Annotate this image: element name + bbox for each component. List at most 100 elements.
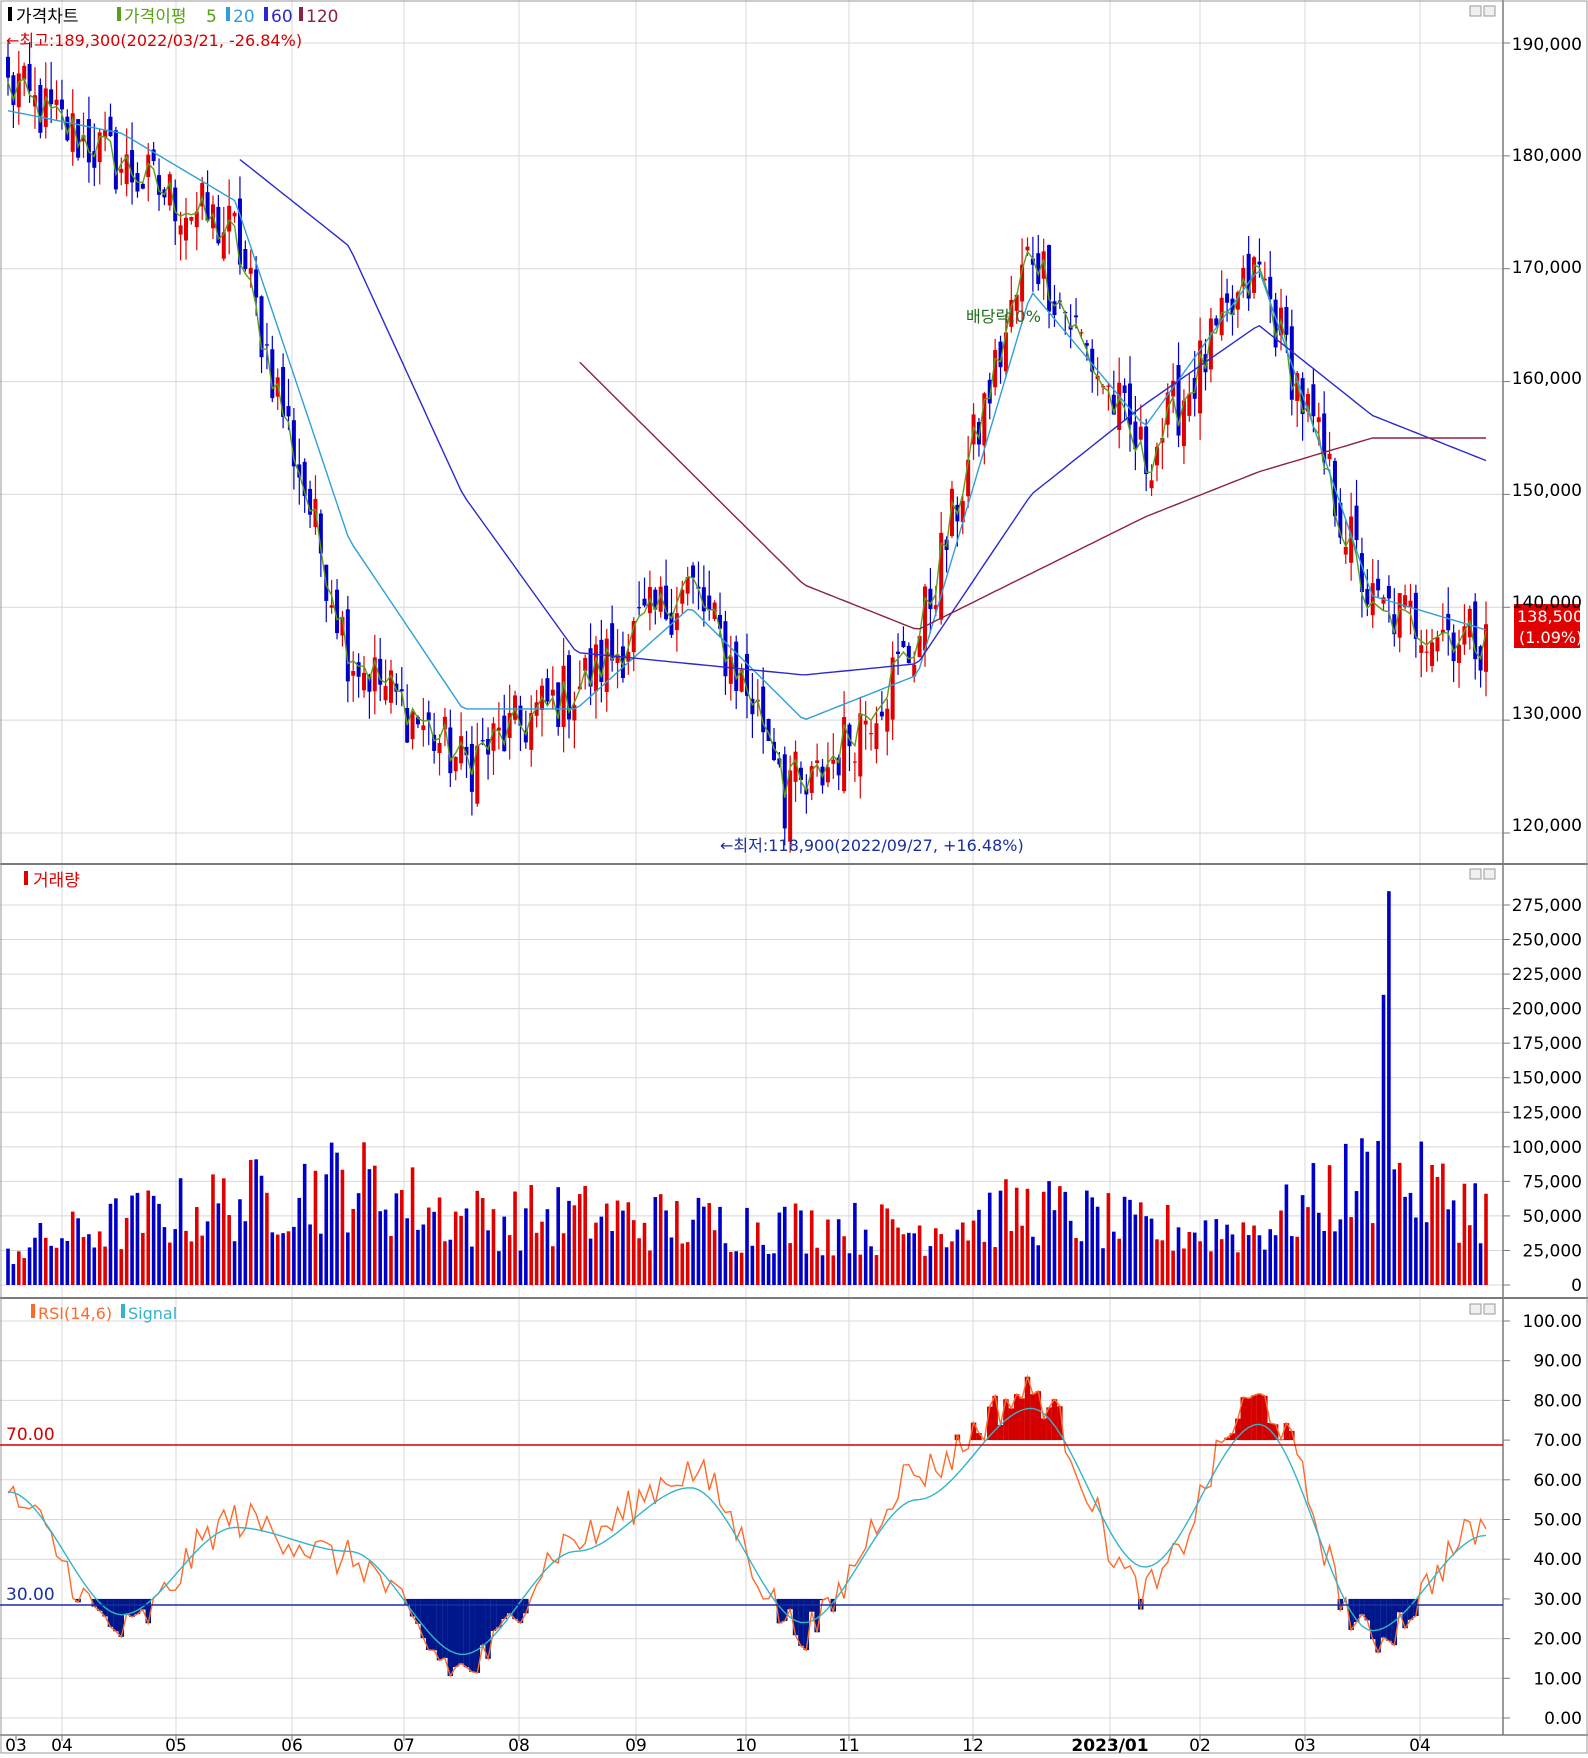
candle-body (351, 671, 356, 676)
volume-bar (292, 1226, 296, 1285)
volume-bar (1014, 1187, 1019, 1285)
price-panel-minimize-button[interactable] (1469, 5, 1482, 17)
candle-body (674, 613, 679, 631)
volume-y-tick-label: 250,000 (1512, 931, 1582, 951)
rsi-panel-minimize-button[interactable] (1469, 1303, 1482, 1315)
candle-body (1041, 251, 1046, 279)
price-y-tick-label: 180,000 (1512, 146, 1582, 166)
volume-bar (1117, 1238, 1121, 1285)
rsi-panel-maximize-button[interactable] (1483, 1303, 1496, 1315)
candle-body (464, 746, 469, 756)
volume-bar (108, 1203, 113, 1285)
candle-body (982, 393, 987, 446)
volume-bar (1354, 1191, 1359, 1285)
volume-bar (626, 1202, 631, 1285)
volume-bar (1279, 1210, 1283, 1285)
candle-body (691, 565, 696, 578)
rsi-signal-line (7, 1407, 1487, 1656)
volume-bar (820, 1255, 825, 1285)
volume-bar (1268, 1229, 1273, 1285)
volume-bar (1203, 1220, 1208, 1285)
volume-bar (1020, 1225, 1024, 1285)
volume-bar (335, 1152, 339, 1285)
volume-bar (1397, 1162, 1402, 1285)
candle-body (701, 587, 706, 612)
volume-bar (712, 1230, 717, 1285)
volume-bar (157, 1203, 161, 1285)
ma-5-line (7, 77, 1487, 798)
volume-bar (993, 1247, 997, 1285)
volume-y-axis: 275,000 250,000 225,000 200,000 175,000 150,0… (1512, 896, 1582, 1296)
volume-bar (1079, 1241, 1084, 1285)
volume-y-tick-label: 225,000 (1512, 965, 1582, 985)
volume-bar (22, 1258, 26, 1285)
candle-body (1074, 315, 1079, 318)
candle-body (1273, 299, 1278, 348)
volume-bar (1376, 1140, 1380, 1285)
volume-bar (416, 1229, 420, 1285)
volume-bar (1122, 1196, 1127, 1285)
candle-body (335, 589, 340, 634)
candle-body (270, 349, 275, 399)
price-panel-maximize-button[interactable] (1483, 5, 1496, 17)
candle-body (1079, 332, 1084, 334)
candle-body (734, 641, 739, 692)
candle-body (1338, 502, 1343, 538)
volume-bar (54, 1247, 59, 1285)
volume-bar (1058, 1186, 1062, 1285)
volume-bar (340, 1169, 345, 1285)
volume-bar (1219, 1239, 1224, 1285)
candle-body (16, 73, 21, 108)
volume-bar (1430, 1164, 1434, 1285)
ma-legend-label: 가격이평 (124, 7, 187, 27)
volume-bar (373, 1165, 377, 1285)
rsi-y-tick-label: 10.00 (1533, 1669, 1582, 1689)
volume-y-tick-label: 25,000 (1523, 1241, 1582, 1261)
volume-y-tick-label: 175,000 (1512, 1034, 1582, 1054)
candle-body (1144, 426, 1149, 475)
candle-body (1349, 516, 1354, 563)
volume-bar (43, 1237, 48, 1285)
volume-bar (766, 1253, 771, 1285)
volume-bar (804, 1253, 809, 1285)
price-candles (6, 42, 1488, 853)
candle-body (1419, 645, 1424, 653)
candle-body (1127, 383, 1132, 425)
volume-bar (475, 1190, 480, 1285)
candle-body (119, 168, 124, 173)
candle-body (173, 187, 178, 222)
volume-bar (1365, 1151, 1370, 1285)
volume-bar (502, 1216, 507, 1285)
volume-bar (60, 1238, 64, 1285)
candle-body (566, 655, 571, 720)
volume-bar (1419, 1141, 1424, 1285)
volume-bars (6, 891, 1488, 1285)
candle-body (1198, 340, 1203, 414)
candle-body (852, 761, 857, 763)
volume-bar (885, 1208, 890, 1285)
candle-body (1149, 480, 1154, 489)
volume-bar (1025, 1188, 1030, 1285)
candle-body (1047, 245, 1052, 312)
volume-bar (594, 1222, 598, 1285)
volume-bar (1322, 1230, 1326, 1285)
rsi-y-tick-label: 90.00 (1533, 1352, 1582, 1372)
candle-body (448, 727, 453, 774)
volume-bar (950, 1241, 954, 1285)
volume-panel-minimize-button[interactable] (1469, 868, 1482, 880)
volume-bar (1176, 1227, 1181, 1285)
volume-bar (664, 1210, 668, 1285)
volume-bar (1106, 1193, 1111, 1285)
volume-bar (205, 1221, 210, 1285)
volume-bar (890, 1219, 895, 1285)
volume-bar (1387, 891, 1391, 1285)
volume-bar (1284, 1184, 1289, 1285)
candle-body (1284, 306, 1289, 335)
volume-panel-maximize-button[interactable] (1483, 868, 1496, 880)
candle-body (718, 614, 723, 629)
volume-bar (92, 1247, 97, 1285)
candle-body (399, 689, 404, 692)
candle-body (949, 488, 954, 536)
candle-body (6, 56, 10, 78)
volume-bar (162, 1227, 167, 1285)
